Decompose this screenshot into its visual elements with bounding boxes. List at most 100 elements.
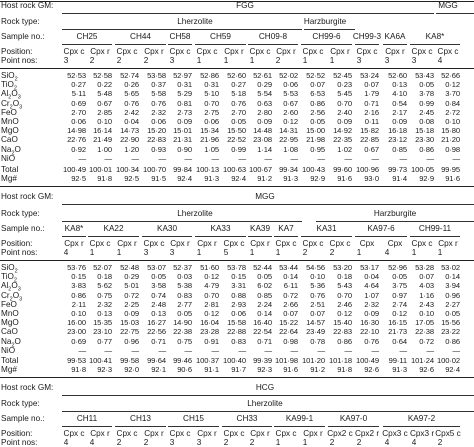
oxide-label: MnO [1,117,19,126]
position-value: Cpx c [63,429,85,438]
total-cell: 100·02 [436,356,460,365]
data-cell: 0·14 [257,309,272,318]
point-value: 1 [275,438,281,447]
data-cell: 53·20 [333,263,352,272]
position-value: Cpx r [250,239,270,248]
mg-cell: 92·3 [97,365,112,374]
sample-underline [274,426,325,427]
position-value: Cpx c [196,47,218,56]
data-cell: 14·73 [120,126,139,136]
mg-cell: 91·8 [71,365,86,374]
position-value: Cpx c [329,239,351,248]
mg-cell: 92·1 [151,365,166,374]
data-cell: — [344,153,353,163]
data-cell: 0·72 [419,336,434,346]
total-cell: 100·49 [62,165,86,174]
mg-cell: 91·6 [445,174,460,183]
data-cell: 0·07 [364,80,379,90]
sample-underline [62,236,86,237]
data-cell: 5·53 [283,89,298,99]
data-cell: 15·35 [93,318,112,328]
sample-underline [410,44,460,45]
data-cell: 53·76 [67,263,86,272]
data-cell: 0·05 [419,80,434,90]
host-rock-label: Host rock GM: [1,192,54,201]
oxide-label: Na2O [1,144,21,157]
data-cell: — [371,345,380,355]
point-value: 1 [437,248,443,257]
point-value: 4 [437,56,443,65]
mg-cell: 91·7 [231,365,246,374]
data-cell: 52·61 [253,71,272,80]
total-cell: 100·43 [301,165,325,174]
oxide-label: SiO2 [1,263,18,275]
data-cell: 0·31 [204,80,219,90]
data-cell: — [131,345,140,355]
sample-id: CH58 [169,32,191,41]
data-cell: 4·10 [392,89,407,99]
group-underline [316,221,474,222]
position-value: Cpx r [224,47,244,56]
data-cell: 53·02 [441,263,460,272]
total-cell: 99·46 [173,356,192,365]
data-cell: 6·53 [310,89,325,99]
sample-underline [355,236,407,237]
position-value: Cpx3 c [382,429,408,438]
data-cell: 0·71 [364,98,379,108]
rock-type-group: Lherzolite [177,209,213,218]
position-value: Cpx c [89,239,111,248]
data-cell: 0·67 [97,98,112,108]
total-cell: 99·34 [279,165,298,174]
mg-cell: 91·4 [392,174,407,183]
data-cell: — [264,153,273,163]
data-cell: — [238,345,247,355]
position-label: Position: [1,429,33,438]
oxide-label: Cr2O3 [1,290,23,303]
data-cell: 0·83 [231,336,246,346]
data-cell: — [399,345,408,355]
data-cell: 17·05 [415,318,434,328]
total-cell: 100·34 [115,165,139,174]
data-cell: 2·48 [151,299,166,309]
point-value: 4 [411,438,417,447]
data-cell: 0·77 [97,336,112,346]
group-underline [62,29,302,30]
data-cell: 16·00 [67,318,86,328]
header-rule [0,260,474,261]
data-cell: — [290,153,299,163]
data-cell: 14·98 [67,126,86,136]
point-value: 3 [411,56,417,65]
data-cell: — [344,345,353,355]
data-cell: 0·63 [257,98,272,108]
group-underline [62,395,474,396]
point-value: 1 [302,56,308,65]
data-cell: 23·30 [415,135,434,145]
data-cell: 22·83 [147,135,166,145]
data-cell: 0·10 [71,309,86,318]
data-cell: 0·08 [419,117,434,126]
data-cell: 0·70 [204,98,219,108]
rock-type-group: Lherzolite [177,17,213,26]
mg-cell: 92·3 [257,365,272,374]
point-value: 1 [411,248,417,257]
mg-label: Mg# [1,365,17,374]
data-cell: 0·13 [392,80,407,90]
rock-type-group: Harzburgite [303,17,347,26]
data-cell: 0·06 [231,309,246,318]
data-cell: 0·75 [97,290,112,300]
data-cell: 0·10 [445,117,460,126]
point-value: 2 [116,56,122,65]
data-cell: 1·07 [364,290,379,300]
data-cell: 21·20 [441,135,460,145]
data-cell: 0·10 [310,272,325,282]
data-cell: 16·14 [93,126,112,136]
point-value: 3 [143,248,149,257]
mg-cell: 91·3 [392,365,407,374]
data-cell: 0·70 [204,290,219,300]
header-rule [0,68,474,69]
point-value: 1 [356,248,362,257]
sample-id: CH99-11 [418,224,452,233]
position-value: Cpx r [144,47,164,56]
data-cell: 21·73 [388,327,407,337]
data-cell: — [184,153,193,163]
